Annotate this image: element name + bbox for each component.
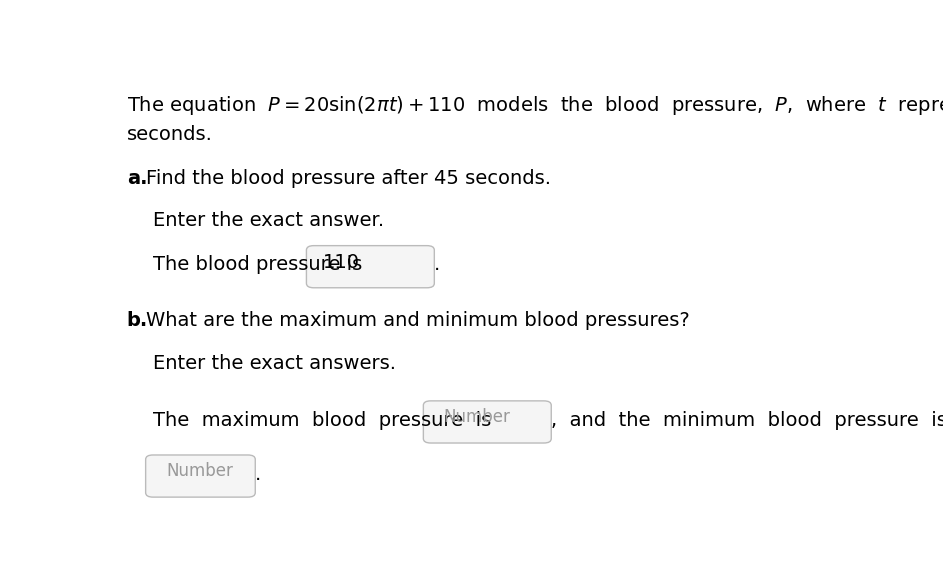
FancyBboxPatch shape [423,401,552,443]
Text: What are the maximum and minimum blood pressures?: What are the maximum and minimum blood p… [145,311,689,330]
Text: Number: Number [166,462,233,480]
Text: The  maximum  blood  pressure  is: The maximum blood pressure is [153,411,491,430]
Text: b.: b. [126,311,148,330]
FancyBboxPatch shape [306,245,435,288]
Text: Find the blood pressure after 45 seconds.: Find the blood pressure after 45 seconds… [145,169,551,188]
Text: ,  and  the  minimum  blood  pressure  is: , and the minimum blood pressure is [552,411,943,430]
Text: seconds.: seconds. [126,124,212,143]
Text: 110: 110 [323,253,359,272]
Text: .: . [435,255,440,274]
Text: .: . [256,465,261,484]
Text: The blood pressure is: The blood pressure is [153,255,362,274]
Text: Enter the exact answers.: Enter the exact answers. [153,354,396,373]
Text: Enter the exact answer.: Enter the exact answer. [153,211,384,230]
Text: The equation  $P = 20\sin(2\pi t) + 110$  models  the  blood  pressure,  $P$,  w: The equation $P = 20\sin(2\pi t) + 110$ … [126,93,943,116]
FancyBboxPatch shape [145,455,256,497]
Text: a.: a. [126,169,147,188]
Text: Number: Number [444,408,511,426]
